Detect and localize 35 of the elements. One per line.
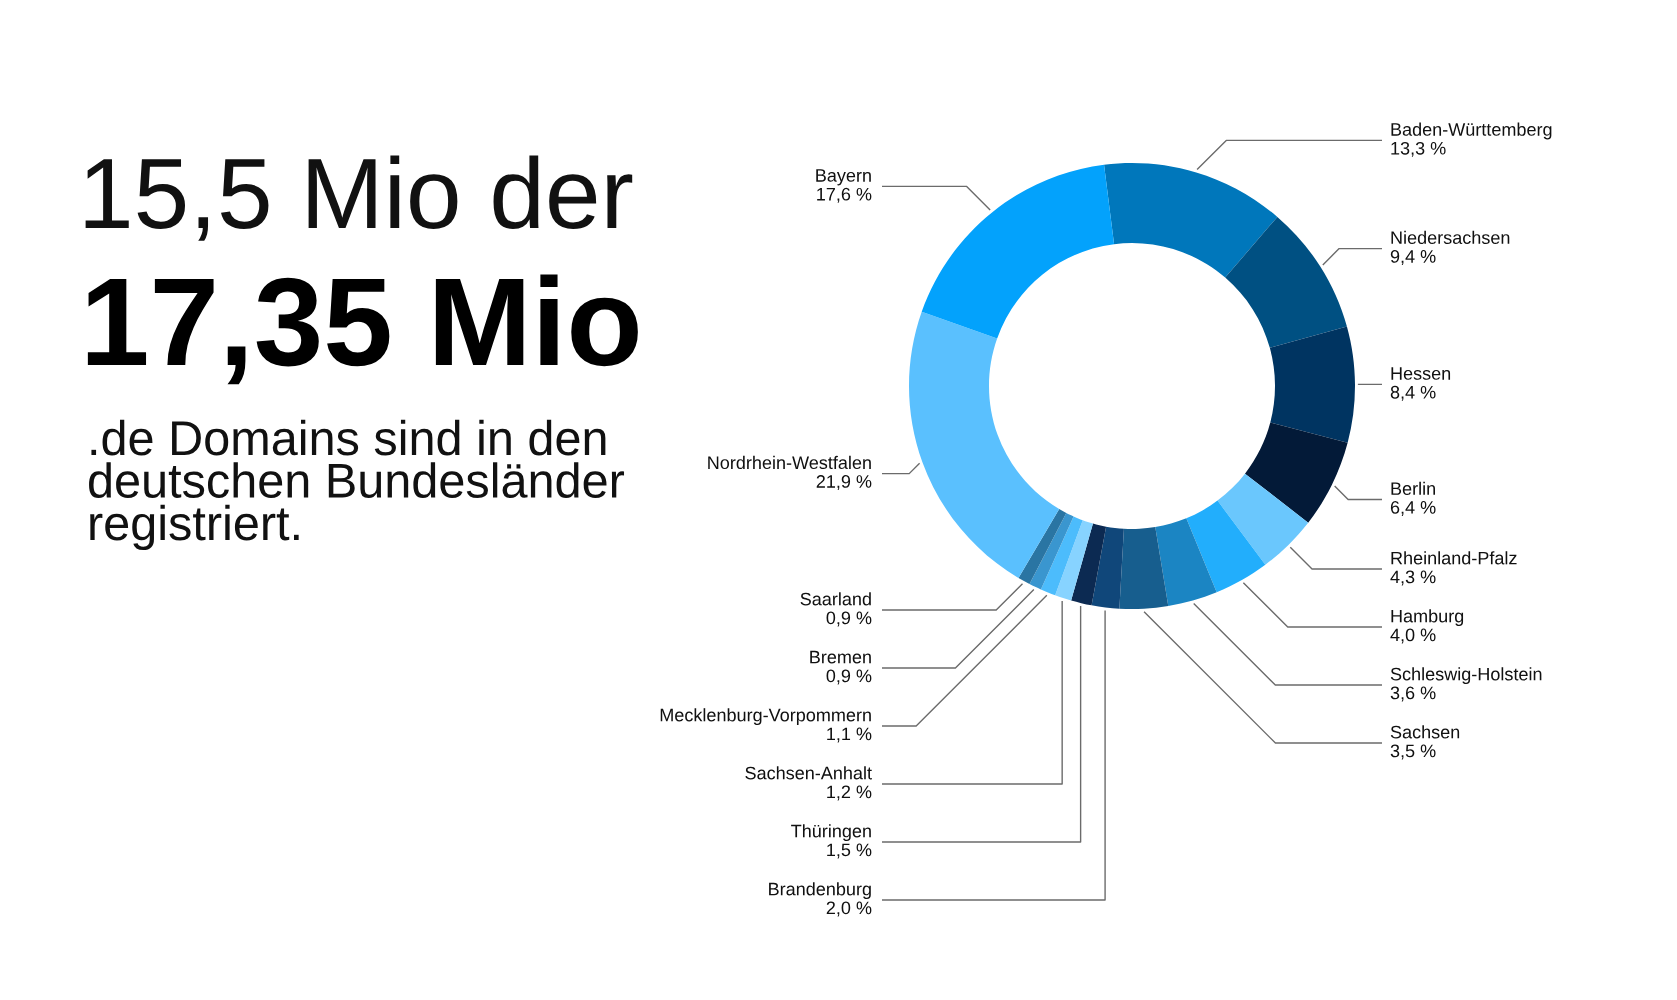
slice-label: Sachsen [1390, 725, 1460, 739]
text: .de Domains sind in den deutschen Bundesländer registriert. [89, 419, 625, 551]
data-label: 0,9 % [826, 611, 872, 627]
data-label: 13,3 % [1391, 141, 1446, 157]
data-label: 4,0 % [1390, 628, 1436, 644]
data-label: 0,9 % [826, 669, 872, 685]
slice-label: Bayern [816, 169, 871, 186]
data-label: 4,3 % [1390, 570, 1436, 586]
slice-label: Niedersachsen [1391, 230, 1510, 245]
data-label: 1,1 % [827, 727, 872, 743]
slice-label: Sachsen-Anhalt [745, 766, 872, 780]
data-label: 3,6 % [1390, 686, 1436, 702]
data-label: 9,4 % [1390, 250, 1436, 265]
data-label: 17,6 % [817, 187, 872, 203]
text: 17,35 Mio [87, 274, 638, 385]
data-label: 1,5 % [827, 843, 872, 859]
slice-label: Rheinland-Pfalz [1391, 551, 1517, 565]
slice-label: Baden-Württemberg [1391, 122, 1552, 140]
slice-label: Nordrhein-Westfalen [708, 455, 871, 470]
slice-label: Bremen [810, 650, 871, 664]
slice-label: Hessen [1391, 367, 1451, 380]
slice-label: Saarland [800, 592, 871, 606]
slice-label: Hamburg [1391, 609, 1464, 627]
slice-label: Thüringen [791, 824, 871, 842]
data-label: 8,4 % [1390, 385, 1436, 401]
slice-label: Berlin [1391, 481, 1435, 495]
data-label: 1,2 % [827, 785, 872, 801]
data-label: 3,5 % [1390, 744, 1436, 760]
chart-title: 15,5 Mio der [85, 155, 633, 241]
data-label: 2,0 % [826, 901, 872, 917]
data-label: 6,4 % [1390, 501, 1436, 516]
slice-label: Mecklenburg-Vorpommern [660, 708, 871, 726]
slice-label: Brandenburg [769, 882, 871, 900]
slice-label: Schleswig-Holstein [1390, 667, 1542, 685]
data-label: 21,9 % [816, 475, 872, 490]
